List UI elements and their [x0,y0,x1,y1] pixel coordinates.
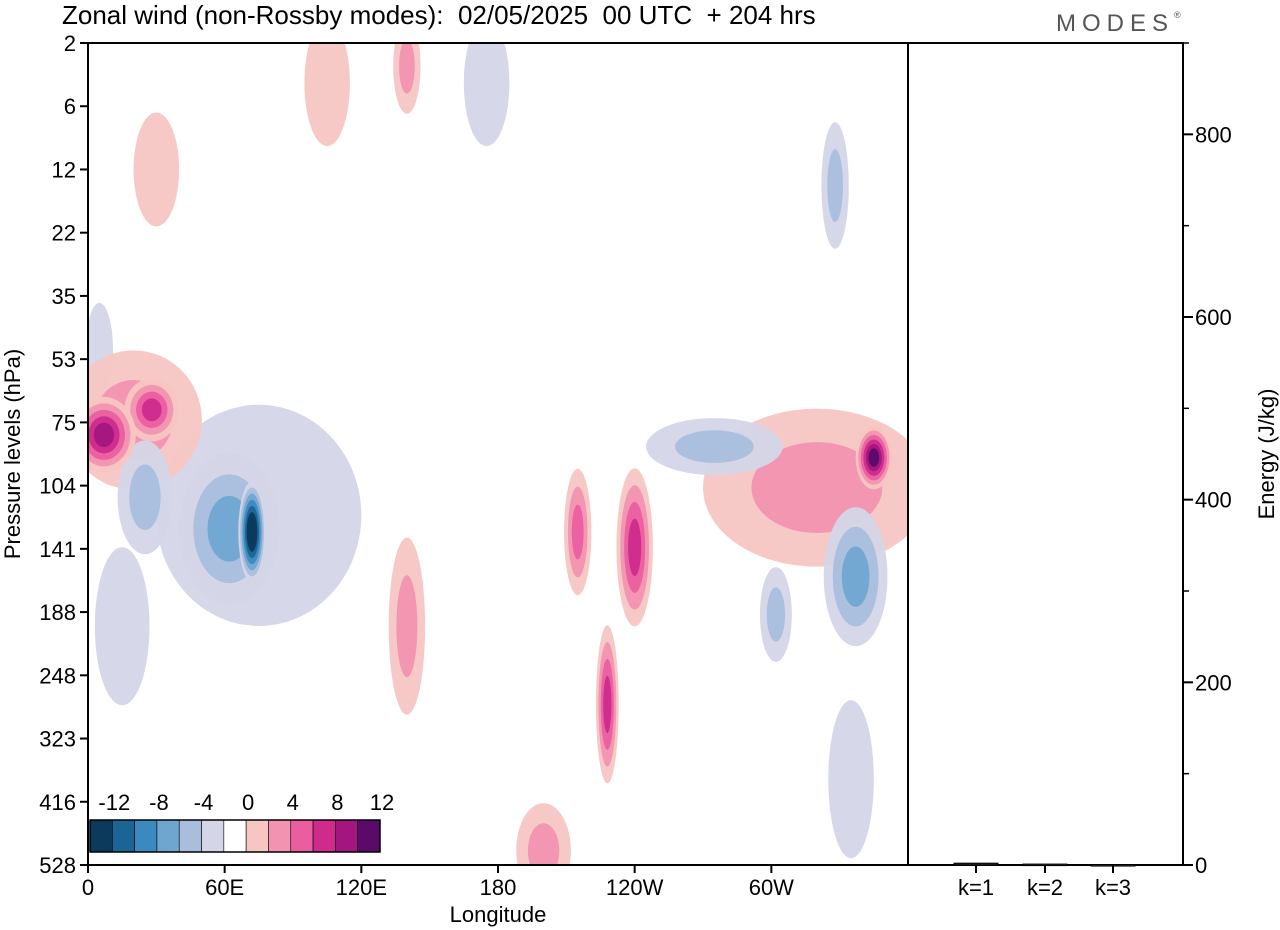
colorbar-label: -4 [194,790,214,815]
colorbar-swatch [178,819,202,853]
colorbar-label: -8 [149,790,169,815]
energy-bar-k=1 [953,862,999,866]
energy-axis-label: Energy (J/kg) [1254,389,1279,520]
wind-anomaly-1-level-0 [94,547,150,706]
colorbar-swatch [89,819,113,853]
wind-anomaly-20-level-3 [603,675,612,734]
colorbar-label: 4 [287,790,299,815]
pressure-tick-label: 188 [39,600,76,625]
colorbar-frame [89,819,381,853]
pressure-tick-label: 104 [39,474,76,499]
colorbar-label: 8 [331,790,343,815]
y-axis-label: Pressure levels (hPa) [0,349,25,559]
energy-tick-label: 400 [1195,488,1232,513]
pressure-tick-label: 53 [52,347,76,372]
wind-anomaly-19-level-3 [628,518,642,577]
colorbar: -12 -8 -4 0 4 8 12 [89,790,394,853]
colorbar-swatch [335,819,358,853]
pressure-tick-label: 75 [52,410,76,435]
longitude-axis: 0 60E 120E 180 120W 60W [82,865,794,900]
pressure-tick-label: 528 [39,853,76,878]
colorbar-swatch [312,819,336,853]
energy-tick-label: 200 [1195,670,1232,695]
colorbar-swatch [290,819,314,853]
chart-title: Zonal wind (non-Rossby modes): 02/05/202… [62,0,816,30]
heatmap-field [88,43,908,865]
longitude-tick-label: 60E [205,875,244,900]
heatmap-contours [88,43,908,865]
pressure-tick-label: 323 [39,727,76,752]
pressure-tick-label: 141 [39,537,76,562]
logo-registered-mark: ® [1174,10,1181,20]
pressure-tick-label: 35 [52,284,76,309]
wind-anomaly-22-level-4 [93,422,115,448]
logo-text: MODES [1056,10,1175,37]
colorbar-label: 0 [242,790,254,815]
wind-anomaly-11-level-1 [399,43,415,94]
modes-logo: MODES® [1056,10,1181,38]
pressure-axis: 2 6 12 22 35 53 75 104 141 188 248 323 416 528 [39,31,88,878]
longitude-tick-label: 0 [82,875,94,900]
energy-category-label: k=3 [1095,875,1131,900]
wind-anomaly-5-level-0 [133,112,180,227]
energy-axis: 0 200 400 600 800 [1183,42,1232,878]
pressure-tick-label: 6 [64,94,76,119]
colorbar-label: -12 [98,790,130,815]
energy-tick-label: 600 [1195,305,1232,330]
energy-tick-label: 0 [1195,853,1207,878]
colorbar-swatch [268,819,292,853]
wind-anomaly-12-level-1 [527,823,560,865]
wind-anomaly-17-level-2 [571,504,584,560]
longitude-tick-label: 180 [480,875,517,900]
wind-anomaly-2-level-0 [463,43,510,147]
pressure-tick-label: 12 [52,157,76,182]
pressure-tick-label: 22 [52,221,76,246]
energy-category-label: k=1 [958,875,994,900]
energy-category-label: k=2 [1027,875,1063,900]
colorbar-label: 12 [370,790,394,815]
longitude-tick-label: 60W [749,875,794,900]
colorbar-swatch [112,819,135,853]
pressure-tick-label: 416 [39,790,76,815]
wind-anomaly-24-level-6 [248,518,256,546]
pressure-tick-label: 2 [64,31,76,56]
longitude-tick-label: 120W [606,875,664,900]
wind-anomaly-3-level-0 [828,700,874,859]
wind-anomaly-9-level-1 [675,430,754,463]
wind-anomaly-23-level-5 [868,448,880,467]
colorbar-swatch [245,819,269,853]
wind-anomaly-6-level-0 [304,43,350,147]
wind-anomaly-16-level-2 [841,546,870,607]
wind-anomaly-10-level-1 [396,575,418,678]
colorbar-swatch [357,819,381,853]
wind-anomaly-15-level-1 [827,149,843,222]
longitude-tick-label: 120E [336,875,387,900]
wind-anomaly-14-level-1 [766,587,786,642]
energy-panel-frame [907,42,1184,866]
colorbar-swatch [156,819,180,853]
pressure-tick-label: 248 [39,663,76,688]
colorbar-swatch [223,819,247,853]
energy-tick-label: 800 [1195,122,1232,147]
energy-bars: k=1 k=2 k=3 [953,862,1136,900]
wind-anomaly-21-level-3 [141,398,162,422]
wind-anomaly-13-level-1 [129,464,161,530]
colorbar-swatch [201,819,225,853]
x-axis-label: Longitude [450,902,547,927]
colorbar-swatch [134,819,158,853]
